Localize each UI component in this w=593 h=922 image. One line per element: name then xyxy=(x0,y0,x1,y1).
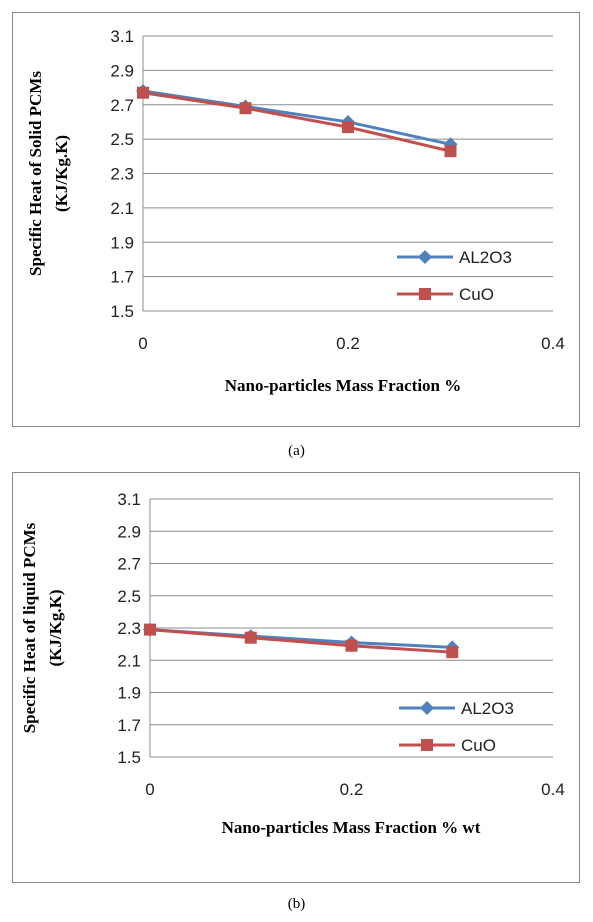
chart-1-series-1-point-1 xyxy=(244,631,257,644)
chart-0-series-1-point-1 xyxy=(239,102,252,115)
chart-0-y-tick-label-6: 2.7 xyxy=(110,96,134,115)
chart-0-y-tick-label-1: 1.7 xyxy=(110,268,134,287)
chart-1-y-tick-label-0: 1.5 xyxy=(117,748,141,767)
chart-0-y-tick-label-5: 2.5 xyxy=(110,130,134,149)
chart-1-y-tick-label-6: 2.7 xyxy=(117,555,141,574)
chart-0-x-axis-label: Nano-particles Mass Fraction % xyxy=(225,376,462,395)
chart-1-y-tick-label-8: 3.1 xyxy=(117,490,141,509)
chart-1-series-1-point-2 xyxy=(345,639,358,652)
chart-0-series-0-line xyxy=(142,89,451,146)
chart-1-x-tick-label-0: 0 xyxy=(145,780,154,799)
chart-0-legend-label-1: CuO xyxy=(459,285,494,304)
chart-0-y-tick-label-3: 2.1 xyxy=(110,199,134,218)
chart-1-y-axis-label-line1: Specific Heat of liquid PCMs xyxy=(20,522,39,733)
chart-1-x-axis-label: Nano-particles Mass Fraction % wt xyxy=(222,818,481,837)
chart-0-legend-marker-1 xyxy=(419,288,431,300)
chart-0-series-1-point-3 xyxy=(444,145,457,158)
chart-1-x-tick-label-2: 0.4 xyxy=(541,780,565,799)
chart-0-x-tick-label-0: 0 xyxy=(138,334,147,353)
chart-1-series-1-line xyxy=(149,628,453,654)
chart-0-y-tick-label-0: 1.5 xyxy=(110,302,134,321)
chart-1-series-1-point-3 xyxy=(446,646,459,659)
chart-1-y-tick-label-1: 1.7 xyxy=(117,716,141,735)
chart-0-x-tick-label-2: 0.4 xyxy=(541,334,565,353)
chart-1-y-tick-label-4: 2.3 xyxy=(117,619,141,638)
chart-1-y-tick-label-2: 1.9 xyxy=(117,684,141,703)
chart-1-legend-label-1: CuO xyxy=(461,736,496,755)
chart-1-legend-marker-1 xyxy=(421,739,433,751)
chart-1-series-1-point-0 xyxy=(144,623,156,636)
chart-a: 1.5 1.7 1.9 2.1 2.3 2.5 2.7 2.9 3.1 0 0.2 0.4 Nano-p… xyxy=(26,27,565,395)
chart-1-legend-marker-0 xyxy=(420,701,434,715)
chart-1-legend-label-0: AL2O3 xyxy=(461,699,514,718)
chart-0-y-tick-label-7: 2.9 xyxy=(110,61,134,80)
chart-0-series-1-point-2 xyxy=(342,121,354,134)
chart-1-y-tick-label-3: 2.1 xyxy=(117,651,141,670)
chart-0-y-axis-label-line2: (KJ/Kg.K) xyxy=(52,135,71,212)
caption-a: (a) xyxy=(288,443,305,459)
chart-0-series-1-point-0 xyxy=(137,86,149,99)
chart-0-y-axis-label-line1: Specific Heat of Solid PCMs xyxy=(26,71,45,276)
chart-0-x-tick-label-1: 0.2 xyxy=(336,334,360,353)
chart-1-y-axis-label-line2: (KJ/Kg.K) xyxy=(46,590,65,667)
chart-1-y-tick-label-7: 2.9 xyxy=(117,522,141,541)
chart-0-y-tick-label-2: 1.9 xyxy=(110,233,134,252)
chart-panel-b: 1.5 1.7 1.9 2.1 2.3 2.5 2.7 2.9 3.1 0 0.2 0.4 Nano-p… xyxy=(12,472,580,883)
caption-b: (b) xyxy=(287,896,306,912)
chart-1-y-tick-label-5: 2.5 xyxy=(117,587,141,606)
chart-b: 1.5 1.7 1.9 2.1 2.3 2.5 2.7 2.9 3.1 0 0.2 0.4 Nano-p… xyxy=(20,490,565,837)
chart-0-legend-label-0: AL2O3 xyxy=(459,248,512,267)
chart-1-x-tick-label-1: 0.2 xyxy=(340,780,364,799)
chart-0-y-tick-label-8: 3.1 xyxy=(110,27,134,46)
chart-panel-a: 1.5 1.7 1.9 2.1 2.3 2.5 2.7 2.9 3.1 0 0.2 0.4 Nano-p… xyxy=(12,12,580,427)
chart-0-series-1-line xyxy=(142,91,451,153)
chart-0-y-tick-label-4: 2.3 xyxy=(110,165,134,184)
chart-0-legend-marker-0 xyxy=(418,250,432,264)
